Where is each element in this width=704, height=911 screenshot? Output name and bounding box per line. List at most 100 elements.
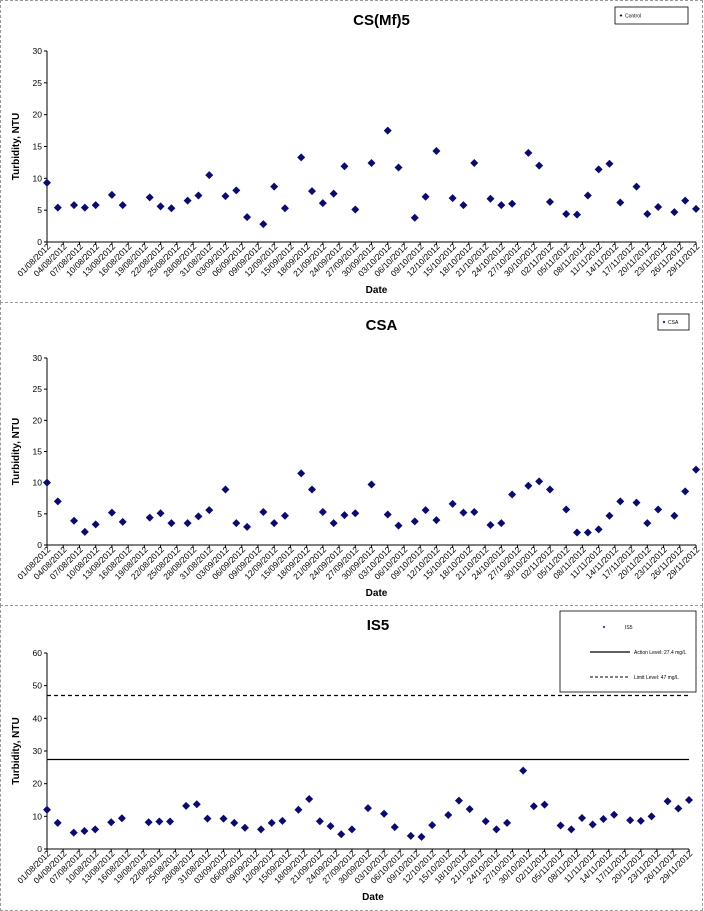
data-point: [166, 817, 175, 826]
y-axis-label: Turbidity, NTU: [11, 418, 22, 485]
data-point: [240, 823, 249, 832]
data-point: [508, 490, 517, 499]
data-point: [340, 511, 349, 520]
data-point: [70, 516, 79, 525]
data-point: [636, 816, 645, 825]
chart-is5-svg: IS5010203040506001/08/201204/08/201207/0…: [11, 610, 697, 903]
data-point: [80, 827, 89, 836]
data-point: [205, 506, 214, 515]
data-point: [145, 193, 154, 202]
data-point: [43, 805, 51, 814]
y-tick-label: 0: [37, 237, 42, 247]
data-point: [524, 481, 533, 490]
data-point: [203, 814, 212, 823]
legend-label: Action Level: 27.4 mg/L: [634, 650, 686, 656]
data-point: [221, 485, 230, 494]
data-point: [459, 508, 468, 517]
data-point: [545, 197, 554, 206]
data-point: [183, 519, 192, 528]
data-point: [670, 511, 679, 520]
data-point: [503, 818, 512, 827]
chart-title: IS5: [367, 617, 390, 634]
data-point: [156, 202, 165, 211]
y-tick-label: 25: [33, 384, 43, 394]
data-point: [540, 800, 549, 809]
data-point: [280, 511, 289, 520]
data-point: [417, 832, 426, 841]
data-point: [674, 804, 683, 813]
chart-title: CS(Mf)5: [353, 12, 410, 29]
data-point: [406, 831, 415, 840]
data-point: [118, 517, 127, 526]
data-point: [53, 818, 62, 827]
data-point: [410, 517, 419, 526]
data-point: [470, 507, 479, 516]
data-point: [470, 159, 479, 168]
data-point: [43, 478, 51, 487]
data-point: [167, 519, 176, 528]
data-point: [654, 505, 663, 514]
y-tick-label: 20: [33, 415, 43, 425]
data-point: [643, 519, 652, 528]
data-point: [508, 199, 517, 208]
legend-label: Limit Level: 47 mg/L: [634, 675, 679, 681]
data-point: [205, 171, 214, 180]
y-tick-label: 10: [33, 173, 43, 183]
data-point: [383, 126, 392, 135]
chart-csmf5-svg: CS(Mf)505101520253001/08/201204/08/20120…: [11, 6, 702, 296]
data-point: [567, 825, 576, 834]
y-tick-label: 50: [33, 681, 43, 691]
data-point: [194, 512, 203, 521]
data-point: [583, 528, 592, 537]
data-point: [69, 828, 78, 837]
data-point: [318, 507, 327, 516]
y-axis-label: Turbidity, NTU: [11, 717, 22, 784]
data-point: [329, 519, 338, 528]
data-point: [43, 178, 51, 187]
data-point: [481, 817, 490, 826]
data-point: [573, 528, 582, 537]
data-point: [340, 162, 349, 171]
data-point: [605, 511, 614, 520]
data-point: [243, 213, 252, 222]
data-point: [394, 521, 403, 530]
data-point: [524, 148, 533, 157]
legend-label: IS5: [625, 625, 633, 631]
y-tick-label: 10: [33, 478, 43, 488]
data-point: [91, 825, 100, 834]
data-point: [535, 161, 544, 170]
data-point: [647, 812, 656, 821]
data-point: [367, 159, 376, 168]
data-point: [492, 825, 501, 834]
y-tick-label: 40: [33, 713, 43, 723]
data-point: [562, 209, 571, 218]
data-point: [118, 201, 127, 210]
data-point: [347, 825, 356, 834]
data-point: [145, 513, 154, 522]
data-point: [519, 766, 528, 775]
data-point: [692, 465, 700, 474]
data-point: [444, 811, 453, 820]
data-point: [394, 163, 403, 172]
data-point: [294, 805, 303, 814]
data-point: [432, 146, 441, 155]
data-point: [428, 821, 437, 830]
data-point: [91, 520, 100, 529]
data-point: [562, 505, 571, 514]
legend-label: CSA: [668, 320, 679, 326]
data-point: [692, 204, 700, 213]
data-point: [626, 816, 635, 825]
data-point: [632, 182, 641, 191]
data-point: [497, 201, 506, 210]
data-point: [280, 204, 289, 213]
chart-panel-csmf5: CS(Mf)5 0 5 10 15 20 25 30 01/08/2012 04/08/2012 0…: [0, 0, 703, 303]
data-point: [578, 813, 586, 822]
y-tick-label: 0: [37, 540, 42, 550]
data-point: [448, 194, 457, 203]
data-point: [219, 814, 228, 823]
data-point: [594, 525, 603, 534]
data-point: [390, 823, 399, 832]
data-point: [465, 805, 474, 814]
data-point: [632, 498, 641, 507]
data-point: [70, 201, 79, 210]
